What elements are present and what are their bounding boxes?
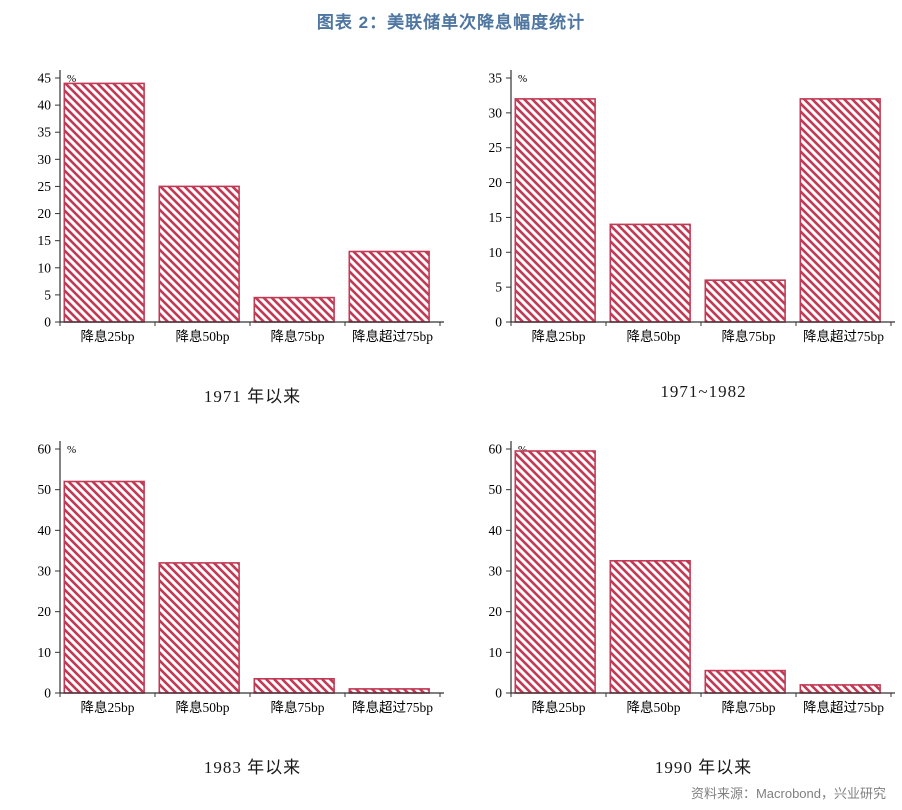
y-axis-unit: %	[67, 73, 76, 85]
y-tick-label: 15	[38, 233, 52, 248]
y-tick-label: 60	[38, 442, 52, 457]
y-tick-label: 30	[489, 105, 503, 120]
chart-since-1971: 0 5 10 15 20 25 30 35 40 45% 降息25bp 降息50bp 降息75bp 降息超…	[0, 60, 451, 431]
x-category-label: 降息25bp	[532, 699, 586, 715]
y-axis-unit: %	[518, 444, 527, 456]
bar	[253, 296, 335, 323]
chart-since-1990: 0 10 20 30 40 50 60% 降息25bp 降息50bp 降息75bp 降息超过75bp…	[451, 431, 902, 802]
x-category-label: 降息50bp	[627, 328, 681, 344]
bar-chart-svg: 0 5 10 15 20 25 30 35 40 45 % 降息25bp 降息50bp 降息75bp 降息超…	[38, 70, 444, 344]
y-tick-label: 10	[38, 645, 52, 660]
bar-chart-svg: 0 5 10 15 20 25 30 35 % 降息25bp 降息50bp 降息75bp 降息超过75b…	[489, 70, 895, 344]
y-tick-label: 0	[495, 315, 502, 330]
y-tick-label: 30	[38, 564, 52, 579]
bar	[514, 450, 596, 694]
bar	[704, 279, 786, 323]
chart-plot-since-1983: 0 10 20 30 40 50 60% 降息25bp 降息50bp 降息75bp 降息超过75bp	[10, 431, 446, 727]
bar	[704, 669, 786, 694]
bar	[348, 688, 430, 694]
chart-since-1983: 0 10 20 30 40 50 60% 降息25bp 降息50bp 降息75bp 降息超过75bp…	[0, 431, 451, 802]
y-tick-label: 35	[489, 71, 503, 86]
x-category-label: 降息75bp	[722, 699, 776, 715]
bar	[63, 480, 145, 694]
chart-caption-1971-1982: 1971~1982	[660, 382, 747, 401]
bar	[514, 98, 596, 323]
y-tick-label: 45	[38, 71, 52, 86]
y-tick-label: 60	[489, 442, 503, 457]
y-axis-unit: %	[518, 73, 527, 85]
bar	[799, 98, 881, 323]
y-tick-label: 25	[489, 140, 503, 155]
bar	[799, 684, 881, 694]
chart-plot-1971-1982: 0 5 10 15 20 25 30 35% 降息25bp 降息50bp 降息75bp 降息超过75b…	[461, 60, 897, 356]
x-category-label: 降息超过75bp	[803, 699, 884, 715]
y-tick-label: 35	[38, 125, 52, 140]
bar	[158, 185, 240, 323]
y-tick-label: 30	[38, 152, 52, 167]
y-tick-label: 0	[44, 315, 51, 330]
bar	[348, 250, 430, 323]
y-tick-label: 20	[38, 604, 52, 619]
y-tick-label: 25	[38, 179, 52, 194]
y-tick-label: 10	[489, 245, 503, 260]
x-category-label: 降息75bp	[271, 328, 325, 344]
y-tick-label: 30	[489, 564, 503, 579]
y-tick-label: 40	[38, 98, 52, 113]
x-category-label: 降息超过75bp	[803, 328, 884, 344]
x-category-label: 降息25bp	[532, 328, 586, 344]
source-note: 资料来源：Macrobond，兴业研究	[690, 786, 886, 801]
chart-plot-since-1971: 0 5 10 15 20 25 30 35 40 45% 降息25bp 降息50bp 降息75bp 降息超…	[10, 60, 446, 356]
x-category-label: 降息25bp	[81, 328, 135, 344]
x-category-label: 降息超过75bp	[352, 328, 433, 344]
x-category-label: 降息75bp	[271, 699, 325, 715]
y-tick-label: 5	[44, 287, 51, 302]
bar	[63, 82, 145, 323]
chart-caption-since-1971: 1971 年以来	[203, 387, 302, 406]
chart-caption-since-1983: 1983 年以来	[203, 758, 302, 777]
chart-plot-since-1990: 0 10 20 30 40 50 60% 降息25bp 降息50bp 降息75bp 降息超过75bp	[461, 431, 897, 727]
x-category-label: 降息50bp	[176, 328, 230, 344]
y-tick-label: 40	[38, 523, 52, 538]
bar	[253, 678, 335, 694]
y-tick-label: 10	[38, 260, 52, 275]
x-category-label: 降息25bp	[81, 699, 135, 715]
chart-caption-since-1990: 1990 年以来	[654, 758, 753, 777]
y-tick-label: 20	[38, 206, 52, 221]
y-tick-label: 20	[489, 604, 503, 619]
y-tick-label: 10	[489, 645, 503, 660]
y-tick-label: 50	[38, 482, 52, 497]
bar	[609, 560, 691, 694]
y-tick-label: 0	[495, 686, 502, 701]
charts-grid: 0 5 10 15 20 25 30 35 40 45% 降息25bp 降息50bp 降息75bp 降息超…	[0, 60, 902, 802]
y-axis-unit: %	[67, 444, 76, 456]
x-category-label: 降息50bp	[627, 699, 681, 715]
x-category-label: 降息50bp	[176, 699, 230, 715]
figure-title: 图表 2：美联储单次降息幅度统计	[316, 13, 586, 32]
bar	[158, 562, 240, 694]
x-category-label: 降息超过75bp	[352, 699, 433, 715]
y-tick-label: 50	[489, 482, 503, 497]
x-category-label: 降息75bp	[722, 328, 776, 344]
chart-1971-1982: 0 5 10 15 20 25 30 35% 降息25bp 降息50bp 降息75bp 降息超过75b…	[451, 60, 902, 431]
bar-chart-svg: 0 10 20 30 40 50 60 % 降息25bp 降息50bp 降息75bp 降息超过75bp	[489, 441, 895, 715]
y-tick-label: 40	[489, 523, 503, 538]
bar-chart-svg: 0 10 20 30 40 50 60 % 降息25bp 降息50bp 降息75bp 降息超过75bp	[38, 441, 444, 715]
y-tick-label: 5	[495, 280, 502, 295]
y-tick-label: 15	[489, 210, 503, 225]
y-tick-label: 20	[489, 175, 503, 190]
bar	[609, 223, 691, 323]
y-tick-label: 0	[44, 686, 51, 701]
